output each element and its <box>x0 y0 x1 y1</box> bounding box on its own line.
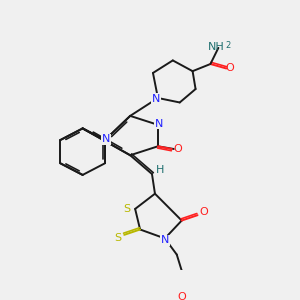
Text: S: S <box>124 204 131 214</box>
Text: O: O <box>177 292 186 300</box>
Text: S: S <box>115 233 122 243</box>
Text: N: N <box>155 119 163 129</box>
Text: O: O <box>199 207 208 217</box>
Text: N: N <box>152 94 160 104</box>
Text: H: H <box>156 165 164 175</box>
Text: 2: 2 <box>226 41 231 50</box>
Text: O: O <box>226 64 235 74</box>
Text: NH: NH <box>208 42 225 52</box>
Text: N: N <box>102 134 110 144</box>
Text: N: N <box>161 235 169 245</box>
Text: O: O <box>173 144 182 154</box>
